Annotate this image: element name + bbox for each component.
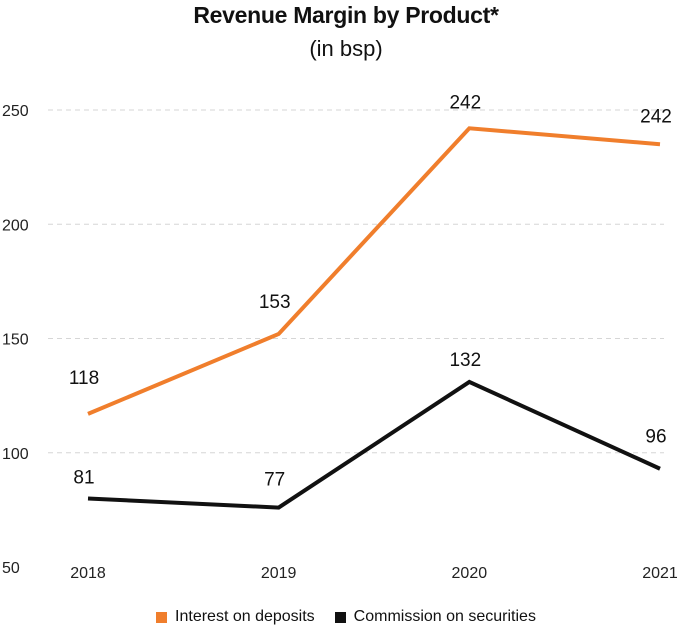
- data-label-commission-2018: 81: [73, 467, 94, 488]
- chart-subtitle: (in bsp): [309, 36, 383, 61]
- y-tick-label-50: 50: [2, 560, 20, 577]
- legend-label-interest: Interest on deposits: [175, 608, 315, 625]
- legend: Interest on deposits Commission on secur…: [0, 608, 692, 626]
- y-tick-label-250: 250: [2, 103, 29, 120]
- data-label-commission-2021: 96: [645, 427, 666, 448]
- data-label-interest-2021: 242: [640, 106, 672, 127]
- data-label-interest-2018: 118: [69, 368, 99, 389]
- chart-title: Revenue Margin by Product*: [193, 2, 499, 28]
- data-label-interest-2019: 153: [259, 292, 291, 313]
- legend-item-commission: Commission on securities: [334, 608, 536, 626]
- legend-item-interest: Interest on deposits: [156, 608, 315, 626]
- x-tick-label-2021: 2021: [642, 565, 678, 582]
- line-chart: 50 100 150 200 250 2018 2019 2020 2021 118 153 242 2…: [2, 92, 678, 582]
- x-tick-label-2020: 2020: [452, 565, 488, 582]
- data-label-commission-2020: 132: [449, 350, 481, 371]
- y-tick-label-100: 100: [2, 446, 29, 463]
- data-label-commission-2019: 77: [264, 470, 285, 491]
- x-tick-label-2018: 2018: [70, 565, 106, 582]
- legend-swatch-interest: [156, 611, 168, 623]
- legend-swatch-commission: [334, 611, 346, 623]
- y-tick-label-150: 150: [2, 332, 29, 349]
- series-line-commission: [87, 379, 661, 510]
- series-line-interest: [87, 126, 661, 416]
- x-tick-label-2019: 2019: [261, 565, 297, 582]
- legend-label-commission: Commission on securities: [353, 608, 536, 625]
- data-label-interest-2020: 242: [449, 92, 481, 113]
- y-tick-label-200: 200: [2, 217, 29, 234]
